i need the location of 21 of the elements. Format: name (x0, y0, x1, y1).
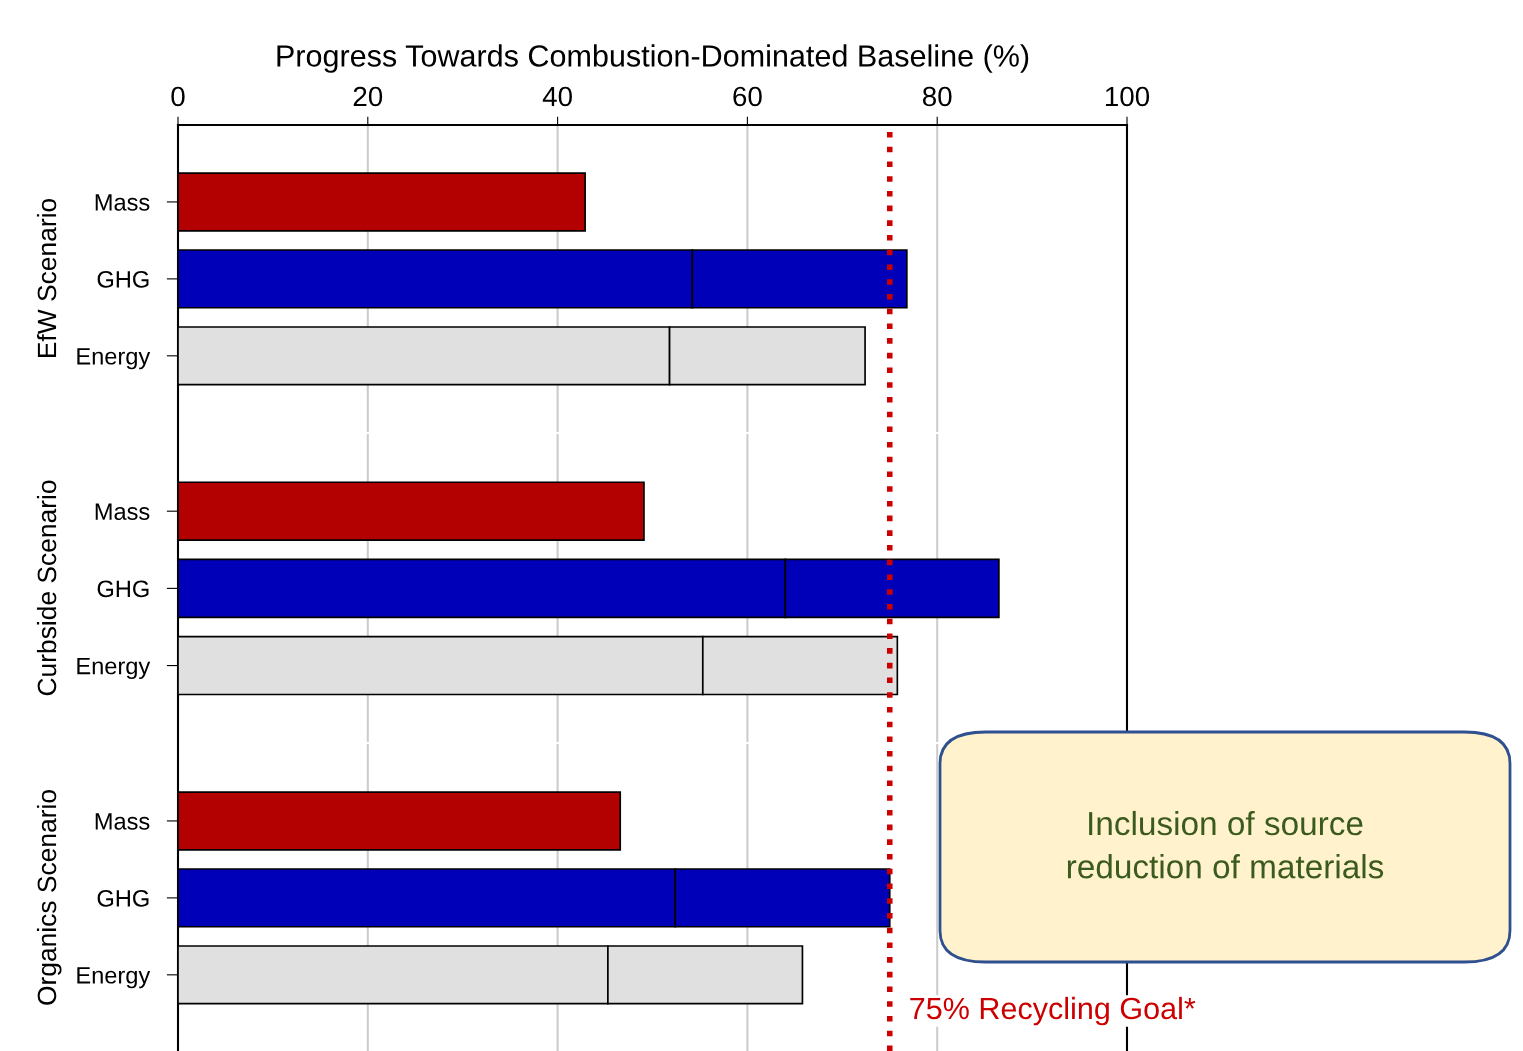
y-tick-label: GHG (97, 889, 149, 907)
y-tick-label: Mass (95, 813, 150, 830)
x-tick-label: 80 (922, 86, 952, 107)
y-tick-label: Energy (77, 967, 151, 989)
x-tick-label: 100 (1105, 86, 1150, 107)
y-tick-label: Energy (77, 657, 151, 680)
y-tick-label: GHG (97, 580, 149, 598)
y-tick-label: Mass (95, 194, 150, 211)
x-tick-label: 0 (171, 86, 185, 107)
y-axis-title: Curbside Scenario (36, 480, 57, 696)
x-axis-title: Progress Towards Combustion-Dominated Baseline (%) (277, 44, 1029, 73)
y-tick-label: Mass (95, 503, 150, 520)
y-axis-title: Organics Scenario (36, 790, 62, 1005)
x-tick-label: 60 (733, 86, 762, 107)
ref-line-label: 75% Recycling Goal* (910, 996, 1196, 1026)
annotation: Inclusion of source reduction of materials (1067, 810, 1384, 879)
x-tick-label: 40 (542, 86, 572, 107)
y-tick-label: GHG (97, 270, 149, 288)
y-tick-label: Energy (77, 348, 151, 370)
y-axis-title: EfW Scenario (36, 198, 57, 357)
x-tick-label: 20 (353, 86, 383, 107)
